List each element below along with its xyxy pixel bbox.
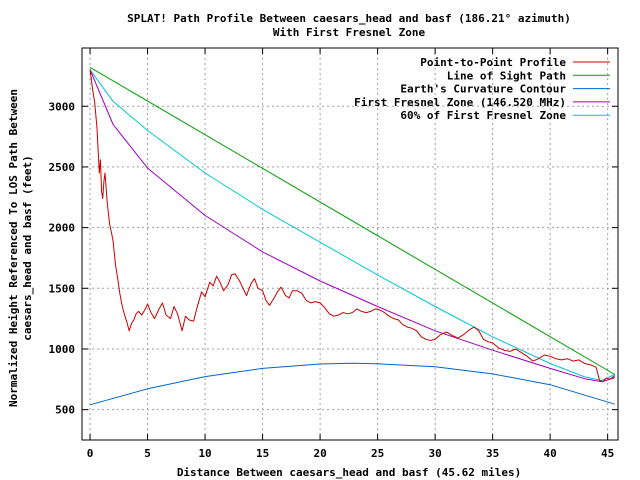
chart-subtitle: With First Fresnel Zone [273,26,426,39]
x-tick-label: 5 [144,447,151,460]
legend-label: Earth's Curvature Contour [400,83,566,96]
y-axis: 500 1000 1500 2000 2500 3000 [49,100,618,417]
y-tick-label: 2000 [49,222,76,235]
series-group [89,66,616,406]
legend-label: Line of Sight Path [447,69,566,82]
grid [82,48,618,440]
x-axis-label: Distance Between caesars_head and basf (… [177,466,521,479]
plot-frame [81,47,619,441]
x-tick-label: 0 [87,447,94,460]
y-tick-label: 500 [55,404,75,417]
y-axis-label-line1: Normalized Height Referenced To LOS Path… [7,89,20,407]
y-tick-label: 1500 [49,282,76,295]
x-tick-label: 15 [256,447,269,460]
x-tick-label: 35 [486,447,499,460]
series-line-0 [89,69,615,383]
y-tick-label: 3000 [49,100,76,113]
legend-label: 60% of First Fresnel Zone [400,109,566,122]
series-line-3 [89,69,616,383]
series-line-4 [89,69,616,381]
x-tick-label: 30 [428,447,441,460]
x-tick-label: 40 [544,447,557,460]
legend-label: Point-to-Point Profile [420,56,566,69]
x-axis: 0 5 10 15 20 25 30 35 40 45 [87,48,614,460]
y-axis-label-line2: caesars_head and basf (feet) [21,155,34,340]
chart-title: SPLAT! Path Profile Between caesars_head… [127,12,571,25]
series-line-2 [89,362,615,406]
legend-label: First Fresnel Zone (146.520 MHz) [354,96,566,109]
y-tick-label: 1000 [49,343,76,356]
x-tick-label: 20 [313,447,326,460]
x-tick-label: 25 [371,447,384,460]
y-tick-label: 2500 [49,161,76,174]
x-tick-label: 10 [198,447,211,460]
series-line-1 [89,66,616,375]
x-tick-label: 45 [601,447,614,460]
